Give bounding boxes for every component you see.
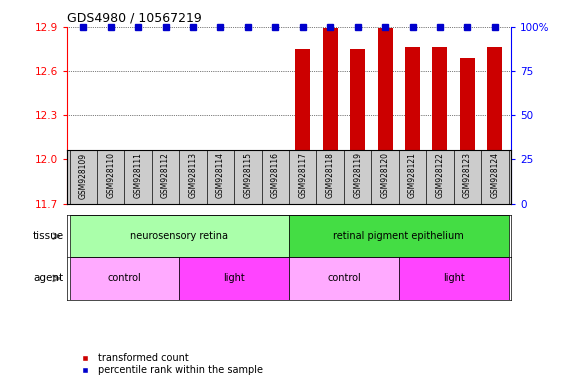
- Text: GSM928112: GSM928112: [161, 152, 170, 198]
- Bar: [295, 49, 310, 204]
- Text: GSM928114: GSM928114: [216, 152, 225, 199]
- Bar: [158, 195, 173, 204]
- Text: GDS4980 / 10567219: GDS4980 / 10567219: [67, 11, 202, 24]
- Text: GSM928124: GSM928124: [490, 152, 499, 199]
- Bar: [460, 58, 475, 204]
- Bar: [378, 28, 393, 204]
- Bar: [289, 215, 508, 257]
- Bar: [213, 161, 228, 204]
- Text: GSM928111: GSM928111: [134, 152, 143, 198]
- Text: neurosensory retina: neurosensory retina: [130, 231, 228, 241]
- Text: GSM928115: GSM928115: [243, 152, 252, 199]
- Text: GSM928119: GSM928119: [353, 152, 362, 199]
- Text: GSM928118: GSM928118: [326, 152, 335, 198]
- Bar: [185, 164, 200, 204]
- Bar: [70, 215, 289, 257]
- Legend: transformed count, percentile rank within the sample: transformed count, percentile rank withi…: [71, 349, 267, 379]
- Text: GSM928120: GSM928120: [381, 152, 390, 199]
- Bar: [432, 48, 447, 204]
- Text: light: light: [443, 273, 465, 283]
- Bar: [131, 193, 146, 204]
- Text: control: control: [327, 273, 361, 283]
- Text: GSM928123: GSM928123: [463, 152, 472, 199]
- Text: GSM928109: GSM928109: [79, 152, 88, 199]
- Bar: [268, 182, 283, 204]
- Bar: [322, 28, 338, 204]
- Text: GSM928110: GSM928110: [106, 152, 115, 199]
- Text: GSM928113: GSM928113: [188, 152, 198, 199]
- Text: retinal pigment epithelium: retinal pigment epithelium: [333, 231, 464, 241]
- Bar: [350, 49, 365, 204]
- Bar: [399, 257, 508, 300]
- Text: GSM928116: GSM928116: [271, 152, 280, 199]
- Bar: [76, 182, 91, 204]
- Bar: [487, 48, 503, 204]
- Bar: [289, 257, 399, 300]
- Text: GSM928121: GSM928121: [408, 152, 417, 198]
- Text: agent: agent: [34, 273, 64, 283]
- Bar: [70, 257, 180, 300]
- Bar: [103, 177, 119, 204]
- Text: tissue: tissue: [33, 231, 64, 241]
- Bar: [241, 161, 256, 204]
- Bar: [405, 48, 420, 204]
- Bar: [180, 257, 289, 300]
- Text: light: light: [223, 273, 245, 283]
- Text: control: control: [107, 273, 141, 283]
- Text: GSM928122: GSM928122: [435, 152, 444, 198]
- Text: GSM928117: GSM928117: [298, 152, 307, 199]
